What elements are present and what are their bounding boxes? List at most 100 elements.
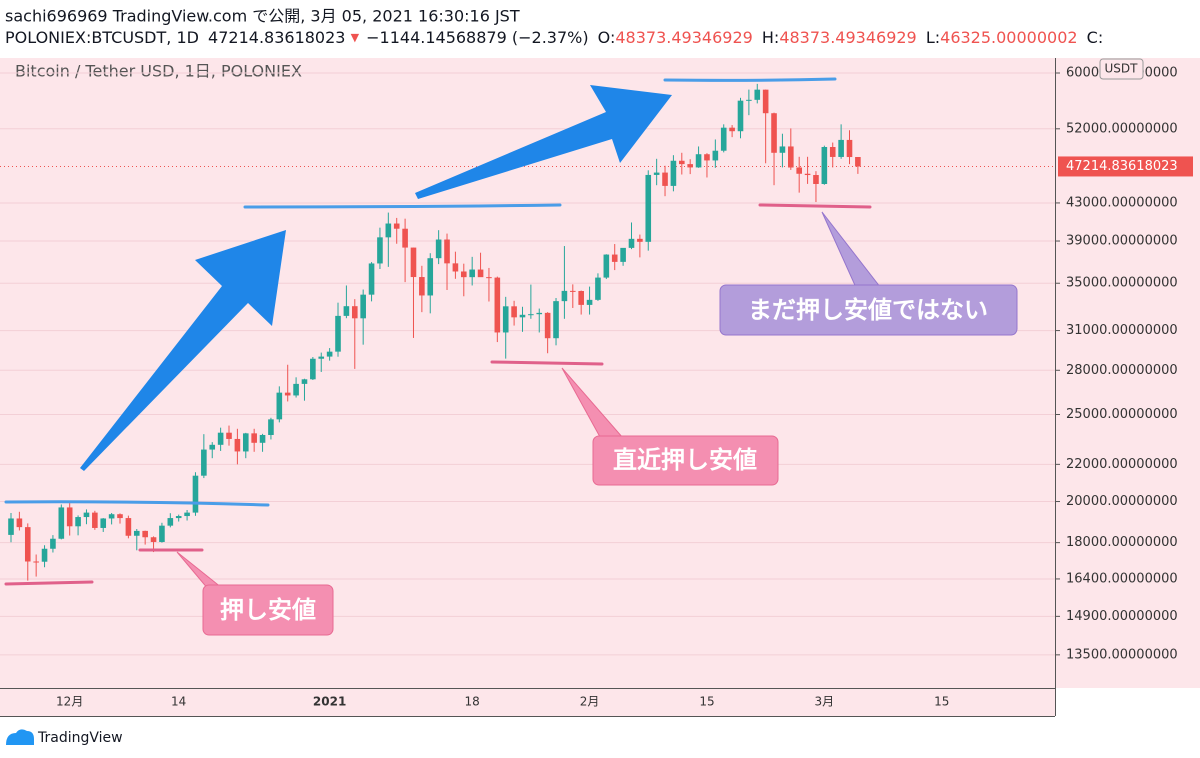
candle-body (184, 512, 190, 517)
candle-body (460, 271, 467, 278)
candle-body (175, 516, 182, 519)
candle-body (108, 514, 115, 519)
symbol: POLONIEX:BTCUSDT, 1D (5, 28, 199, 47)
candle-body (821, 147, 828, 184)
candle-body (788, 146, 794, 168)
x-tick-label: 15 (934, 695, 949, 709)
x-tick-label: 14 (171, 695, 186, 709)
candle-body (754, 89, 761, 100)
candle-body (611, 254, 618, 262)
candle-body (511, 306, 517, 318)
candle-body (477, 269, 484, 278)
candle-body (368, 263, 375, 295)
candle-body (679, 160, 685, 165)
candle-body (125, 518, 132, 536)
candle-body (486, 277, 492, 279)
currency-badge (1099, 58, 1144, 80)
candle-body (410, 247, 417, 278)
tradingview-logo: TradingView (6, 729, 123, 746)
candles (8, 83, 861, 581)
candle-body (24, 527, 31, 562)
candle-body (209, 444, 216, 450)
candle-body (301, 379, 308, 384)
candle-body (662, 172, 668, 186)
candle-body (804, 173, 811, 176)
x-axis-background (0, 689, 1055, 716)
x-tick-label: 18 (465, 695, 480, 709)
candle-body (729, 127, 735, 132)
open-label: O: (598, 28, 616, 47)
candle-body (385, 223, 392, 238)
candle-body (494, 277, 501, 333)
candle-body (586, 299, 593, 305)
candle-body (251, 433, 257, 443)
candle-body (268, 419, 274, 435)
candle-body (603, 254, 610, 278)
candle-body (712, 150, 719, 161)
candle-body (544, 312, 551, 339)
candle-body (343, 306, 350, 316)
x-tick-label: 12月 (56, 695, 83, 709)
candle-body (259, 434, 266, 443)
candle-body (234, 438, 241, 452)
drawings (4, 77, 872, 586)
candle-body (58, 507, 65, 539)
trend-arrow (415, 85, 672, 199)
candle-body (637, 238, 643, 242)
candle-body (762, 89, 769, 114)
resistance-line (663, 77, 837, 82)
y-tick-label: 13500.00000000 (1066, 647, 1178, 662)
candle-body (217, 432, 224, 445)
candle-body (293, 383, 299, 396)
trend-arrow (80, 230, 286, 471)
candle-body (192, 475, 199, 513)
candle-body (502, 306, 509, 333)
last-price-text: 47214.83618023 (208, 28, 345, 47)
candle-body (838, 139, 844, 157)
candle-body (142, 530, 148, 538)
candle-body (242, 433, 249, 452)
low-value: 46325.00000002 (940, 28, 1077, 47)
candle-body (720, 127, 727, 151)
y-tick-label: 28000.00000000 (1066, 363, 1178, 378)
change: −1144.14568879 (−2.37%) (366, 28, 588, 47)
candle-body (687, 164, 693, 168)
candle-body (201, 449, 207, 476)
y-tick-label: 43000.00000000 (1066, 195, 1178, 210)
candle-body (75, 517, 81, 527)
candle-body (16, 518, 23, 528)
candle-body (469, 269, 475, 278)
candle-body (704, 154, 710, 161)
candle-body (133, 530, 140, 536)
callout-text: まだ押し安値ではない (748, 296, 988, 324)
candle-body (695, 154, 702, 168)
x-tick-label: 2021 (313, 695, 346, 709)
candle-body (855, 157, 861, 167)
candle-body (737, 100, 744, 132)
candle-body (829, 147, 836, 157)
candle-body (628, 238, 635, 248)
callout-box (719, 284, 1018, 336)
candle-body (159, 525, 165, 542)
support-line (758, 203, 872, 209)
y-axis: 60000.0000000052000.0000000043000.000000… (56, 65, 1193, 709)
x-tick-label: 15 (699, 695, 714, 709)
candle-body (561, 290, 568, 302)
candle-body (276, 392, 283, 420)
last-price-box (1058, 156, 1193, 177)
logo-icon (6, 729, 34, 745)
candle-body (435, 239, 442, 259)
candle-body (519, 314, 526, 318)
candle-body (536, 312, 543, 315)
candle-body (427, 258, 434, 296)
candle-body (846, 139, 853, 158)
candle-body (444, 239, 450, 264)
candle-body (746, 99, 752, 101)
callout-text: 直近押し安値 (613, 446, 757, 474)
candle-body (8, 518, 14, 535)
last-price-label: 47214.83618023 (1066, 159, 1178, 174)
header-quote: POLONIEX:BTCUSDT, 1D 47214.83618023 ▼ −1… (5, 28, 1103, 47)
candle-body (66, 507, 73, 527)
candle-body (150, 537, 157, 542)
